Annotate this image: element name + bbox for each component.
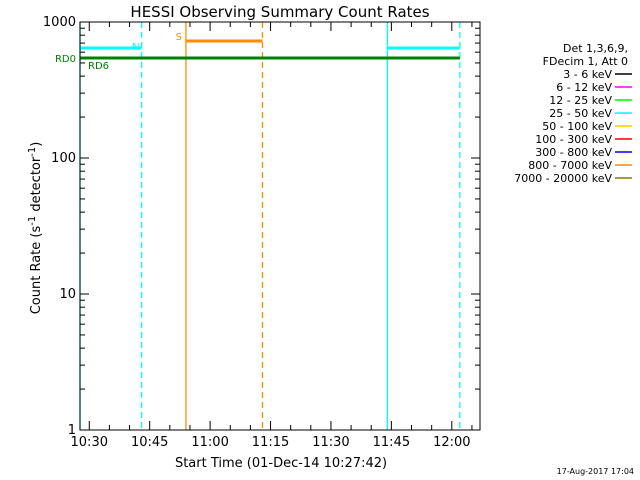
legend: Det 1,3,6,9, FDecim 1, Att 0 3 - 6 keV6 … xyxy=(514,42,632,185)
flag-label-3: RD0 xyxy=(55,54,76,65)
plot-frame xyxy=(79,21,481,431)
y-tick-label-1: 10 xyxy=(59,287,76,302)
x-axis-label: Start Time (01-Dec-14 10:27:42) xyxy=(175,456,387,471)
x-tick-label-4: 11:30 xyxy=(312,435,349,450)
state-flags: S N RD0 RD6 xyxy=(55,32,460,72)
y-tick-label-2: 100 xyxy=(51,151,76,166)
y-axis-label-main: Count Rate (s xyxy=(29,226,44,315)
flag-label-0: S xyxy=(176,32,182,43)
legend-title-line-1: Det 1,3,6,9, xyxy=(563,42,628,55)
legend-title-line-2: FDecim 1, Att 0 xyxy=(543,55,628,68)
flag-label-1: N xyxy=(132,42,139,53)
y-axis-label-exp2: -1 xyxy=(27,147,38,157)
x-tick-label-6: 12:00 xyxy=(433,435,470,450)
y-axis-label-mid: detector xyxy=(29,156,44,216)
legend-label-6: 300 - 800 keV xyxy=(535,146,612,159)
x-tick-label-3: 11:15 xyxy=(252,435,289,450)
interval-markers xyxy=(79,22,461,430)
legend-label-1: 6 - 12 keV xyxy=(556,81,612,94)
y-tick-label-3: 1000 xyxy=(43,15,76,30)
legend-label-4: 50 - 100 keV xyxy=(542,120,612,133)
chart-title: HESSI Observing Summary Count Rates xyxy=(130,3,429,21)
axes: 1 10 100 1000 10:30 10:45 11:00 11:15 11:30 11:45… xyxy=(43,15,481,450)
plot-timestamp: 17-Aug-2017 17:04 xyxy=(557,467,634,476)
y-axis-label: Count Rate (s-1 detector-1) xyxy=(27,142,44,315)
x-tick-label-0: 10:30 xyxy=(71,435,108,450)
legend-label-3: 25 - 50 keV xyxy=(549,107,612,120)
legend-label-2: 12 - 25 keV xyxy=(549,94,612,107)
legend-label-5: 100 - 300 keV xyxy=(535,133,612,146)
legend-label-8: 7000 - 20000 keV xyxy=(514,172,612,185)
y-axis-label-end: ) xyxy=(29,142,44,147)
x-tick-label-5: 11:45 xyxy=(373,435,410,450)
y-tick-label-0: 1 xyxy=(68,423,76,438)
y-axis-label-exp1: -1 xyxy=(27,216,38,226)
x-tick-label-1: 10:45 xyxy=(131,435,168,450)
legend-label-7: 800 - 7000 keV xyxy=(528,159,612,172)
legend-label-0: 3 - 6 keV xyxy=(563,68,612,81)
flag-label-4: RD6 xyxy=(88,61,109,72)
x-tick-label-2: 11:00 xyxy=(191,435,228,450)
